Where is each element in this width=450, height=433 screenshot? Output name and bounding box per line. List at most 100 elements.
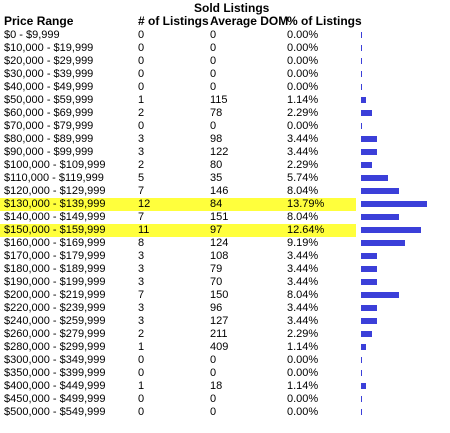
average-dom-cell: 150 (210, 289, 229, 301)
table-row: $180,000 - $189,999 3 79 3.44% (0, 263, 450, 276)
num-listings-cell: 3 (138, 302, 145, 314)
table-row: $350,000 - $399,999 0 0 0.00% (0, 367, 450, 380)
average-dom-cell: 79 (210, 263, 223, 275)
average-dom-cell: 127 (210, 315, 229, 327)
pct-listings-cell: 3.44% (287, 276, 319, 288)
price-range-cell: $200,000 - $219,999 (4, 289, 106, 301)
table-row: $200,000 - $219,999 7 150 8.04% (0, 289, 450, 302)
pct-bar (361, 370, 362, 376)
pct-bar (361, 266, 377, 272)
pct-listings-cell: 1.14% (287, 380, 319, 392)
table-row: $170,000 - $179,999 3 108 3.44% (0, 250, 450, 263)
price-range-cell: $350,000 - $399,999 (4, 367, 106, 379)
price-range-cell: $90,000 - $99,999 (4, 146, 94, 158)
price-range-cell: $160,000 - $169,999 (4, 237, 106, 249)
pct-listings-cell: 3.44% (287, 302, 319, 314)
num-listings-cell: 0 (138, 81, 145, 93)
num-listings-cell: 2 (138, 328, 145, 340)
header-average-dom: Average DOM (210, 14, 289, 28)
num-listings-cell: 5 (138, 172, 145, 184)
pct-bar (361, 175, 388, 181)
pct-bar (361, 396, 362, 402)
pct-bar (361, 318, 377, 324)
pct-listings-cell: 9.19% (287, 237, 319, 249)
num-listings-cell: 0 (138, 406, 145, 418)
pct-bar (361, 331, 372, 337)
num-listings-cell: 2 (138, 107, 145, 119)
pct-listings-cell: 2.29% (287, 107, 319, 119)
pct-listings-cell: 3.44% (287, 250, 319, 262)
pct-listings-cell: 2.29% (287, 328, 319, 340)
table-row: $30,000 - $39,999 0 0 0.00% (0, 68, 450, 81)
pct-bar (361, 58, 362, 64)
price-range-cell: $130,000 - $139,999 (4, 198, 106, 210)
table-row: $450,000 - $499,999 0 0 0.00% (0, 393, 450, 406)
pct-bar (361, 227, 421, 233)
average-dom-cell: 80 (210, 159, 223, 171)
table-row: $90,000 - $99,999 3 122 3.44% (0, 146, 450, 159)
pct-listings-cell: 0.00% (287, 120, 319, 132)
pct-bar (361, 240, 405, 246)
table-row: $0 - $9,999 0 0 0.00% (0, 29, 450, 42)
table-row: $260,000 - $279,999 2 211 2.29% (0, 328, 450, 341)
num-listings-cell: 0 (138, 393, 145, 405)
price-range-cell: $450,000 - $499,999 (4, 393, 106, 405)
pct-bar (361, 32, 362, 38)
average-dom-cell: 18 (210, 380, 223, 392)
average-dom-cell: 96 (210, 302, 223, 314)
average-dom-cell: 97 (210, 224, 223, 236)
pct-listings-cell: 12.64% (287, 224, 325, 236)
table-row: $20,000 - $29,999 0 0 0.00% (0, 55, 450, 68)
price-range-cell: $80,000 - $89,999 (4, 133, 94, 145)
price-range-cell: $150,000 - $159,999 (4, 224, 106, 236)
table-row: $100,000 - $109,999 2 80 2.29% (0, 159, 450, 172)
table-row: $280,000 - $299,999 1 409 1.14% (0, 341, 450, 354)
pct-listings-cell: 0.00% (287, 406, 319, 418)
average-dom-cell: 78 (210, 107, 223, 119)
pct-listings-cell: 8.04% (287, 185, 319, 197)
pct-listings-cell: 2.29% (287, 159, 319, 171)
pct-listings-cell: 3.44% (287, 263, 319, 275)
report-title: Sold Listings (194, 1, 270, 15)
pct-listings-cell: 8.04% (287, 289, 319, 301)
pct-bar (361, 357, 362, 363)
table-row: $130,000 - $139,999 12 84 13.79% (0, 198, 450, 211)
num-listings-cell: 1 (138, 380, 145, 392)
table-row: $50,000 - $59,999 1 115 1.14% (0, 94, 450, 107)
table-row: $140,000 - $149,999 7 151 8.04% (0, 211, 450, 224)
num-listings-cell: 12 (138, 198, 151, 210)
pct-listings-cell: 0.00% (287, 29, 319, 41)
price-range-cell: $300,000 - $349,999 (4, 354, 106, 366)
price-range-cell: $40,000 - $49,999 (4, 81, 94, 93)
table-row: $80,000 - $89,999 3 98 3.44% (0, 133, 450, 146)
num-listings-cell: 3 (138, 315, 145, 327)
price-range-cell: $260,000 - $279,999 (4, 328, 106, 340)
num-listings-cell: 2 (138, 159, 145, 171)
table-row: $300,000 - $349,999 0 0 0.00% (0, 354, 450, 367)
price-range-cell: $120,000 - $129,999 (4, 185, 106, 197)
average-dom-cell: 0 (210, 393, 217, 405)
pct-bar (361, 253, 377, 259)
num-listings-cell: 0 (138, 68, 145, 80)
average-dom-cell: 0 (210, 120, 217, 132)
pct-bar (361, 45, 362, 51)
num-listings-cell: 0 (138, 120, 145, 132)
pct-listings-cell: 8.04% (287, 211, 319, 223)
num-listings-cell: 1 (138, 341, 145, 353)
average-dom-cell: 108 (210, 250, 229, 262)
average-dom-cell: 211 (210, 328, 228, 340)
num-listings-cell: 7 (138, 211, 145, 223)
price-range-cell: $400,000 - $449,999 (4, 380, 106, 392)
table-row: $150,000 - $159,999 11 97 12.64% (0, 224, 450, 237)
num-listings-cell: 0 (138, 55, 145, 67)
pct-bar (361, 305, 377, 311)
pct-bar (361, 97, 366, 103)
table-row: $60,000 - $69,999 2 78 2.29% (0, 107, 450, 120)
num-listings-cell: 11 (138, 224, 150, 236)
header-num-listings: # of Listings (138, 14, 209, 28)
price-range-cell: $110,000 - $119,999 (4, 172, 104, 184)
average-dom-cell: 0 (210, 55, 217, 67)
pct-listings-cell: 0.00% (287, 42, 319, 54)
pct-listings-cell: 3.44% (287, 146, 319, 158)
